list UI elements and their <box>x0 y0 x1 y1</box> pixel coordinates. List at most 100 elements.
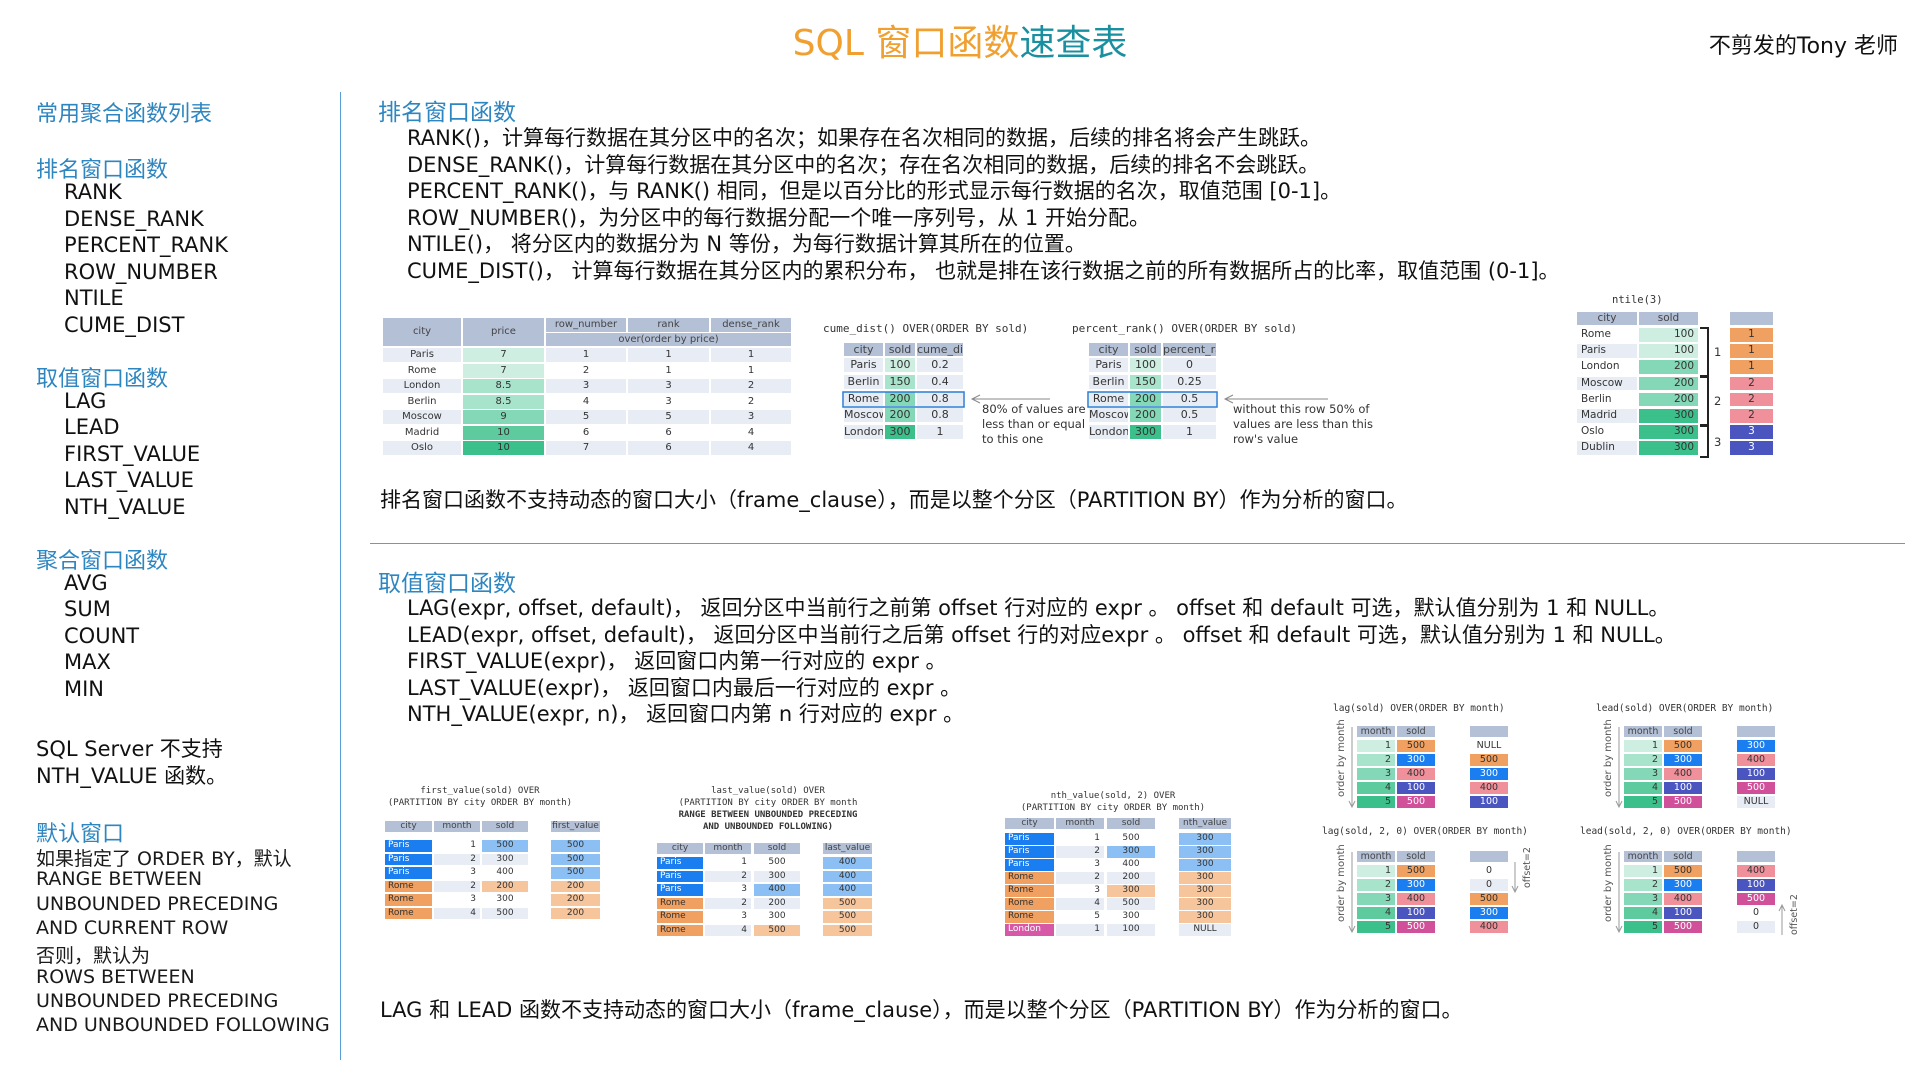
table-cell: Rome <box>657 897 703 909</box>
table-cell: Moscow <box>383 410 461 424</box>
table-cell: 1 <box>434 840 480 852</box>
table-cell: 300 <box>1179 885 1231 897</box>
table-header-cell <box>1737 851 1775 862</box>
table-title: RANGE BETWEEN UNBOUNDED PRECEDING <box>678 810 858 820</box>
table-cell: 2 <box>711 379 791 393</box>
table-cell: 500 <box>1470 754 1508 766</box>
table-cell: London <box>383 379 461 393</box>
table-header-cell: month <box>434 821 480 832</box>
table-cell: 200 <box>754 897 800 909</box>
sidebar-item: MIN <box>64 677 105 701</box>
table-cell: 4 <box>1357 782 1395 794</box>
table-cell: 1 <box>1056 924 1104 936</box>
value-description-line: FIRST_VALUE(expr)， 返回窗口内第一行对应的 expr 。 <box>407 649 947 674</box>
table-cell: 2 <box>1624 754 1662 766</box>
table-cell: 500 <box>1664 865 1702 877</box>
table-cell: Moscow <box>1089 408 1128 423</box>
table-cell: 500 <box>1664 796 1702 808</box>
table-cell: 300 <box>1179 872 1231 884</box>
table-cell: Paris <box>1005 859 1054 871</box>
table-cell: Moscow <box>1577 376 1637 391</box>
table-cell: 1 <box>711 348 791 362</box>
table-cell: 100 <box>1639 344 1698 358</box>
table-cell: 100 <box>1737 768 1775 780</box>
table-title: AND UNBOUNDED FOLLOWING) <box>702 822 834 832</box>
table-cell: 1 <box>628 348 709 362</box>
table-cell: 400 <box>1664 893 1702 905</box>
table-header-cell: city <box>385 821 432 832</box>
arrow-head-icon <box>1615 800 1623 809</box>
table-cell: Paris <box>385 840 432 852</box>
table-header-cell: city <box>1577 312 1637 325</box>
table-cell: 400 <box>1737 754 1775 766</box>
table-header-cell: sold <box>754 843 800 854</box>
table-cell: 500 <box>482 840 528 852</box>
ranking-description-line: NTILE()， 将分区内的数据分为 N 等份，为每行数据计算其所在的位置。 <box>407 232 1086 257</box>
table-cell: 3 <box>705 884 751 896</box>
table-cell: 300 <box>1107 885 1155 897</box>
table-cell: 3 <box>705 911 751 923</box>
table-cell: 200 <box>551 894 600 906</box>
sidebar-item: SUM <box>64 597 111 622</box>
arrow-head-icon <box>1615 925 1623 934</box>
arrow-head-icon <box>1348 925 1356 934</box>
sidebar-item: DENSE_RANK <box>64 206 204 231</box>
sidebar-item: RANK <box>64 180 122 204</box>
table-header-cell: sold <box>1664 726 1702 737</box>
table-cell: 300 <box>1470 907 1508 919</box>
table-cell: London <box>1005 924 1054 936</box>
table-cell: 300 <box>1107 911 1155 923</box>
table-cell: 2 <box>1056 872 1104 884</box>
table-cell: 0.8 <box>917 391 963 406</box>
table-cell: 500 <box>754 924 800 936</box>
table-cell: 500 <box>1737 782 1775 794</box>
table-cell: Paris <box>844 358 883 372</box>
table-title: (PARTITION BY city ORDER BY month <box>678 798 858 808</box>
table-cell: Rome <box>385 894 432 906</box>
table-title: ntile(3) <box>1612 294 1663 306</box>
table-cell: 300 <box>1179 846 1231 858</box>
bracket-icon <box>1700 327 1709 377</box>
table-cell: Berlin <box>1089 374 1128 389</box>
arrow-head-icon <box>1778 903 1786 912</box>
table-cell: 4 <box>711 441 791 455</box>
ranking-note: 排名窗口函数不支持动态的窗口大小（frame_clause），而是以整个分区（P… <box>380 488 1408 512</box>
sidebar-default-window-line: ROWS BETWEEN <box>36 965 195 988</box>
ntile-group-label: 3 <box>1714 435 1722 449</box>
table-cell: 300 <box>754 911 800 923</box>
bracket-icon <box>1700 376 1709 426</box>
table-cell: Rome <box>383 363 461 378</box>
table-cell: 8.5 <box>463 379 544 393</box>
table-cell: Rome <box>1005 911 1054 923</box>
table-cell: Rome <box>844 391 883 406</box>
table-cell: 0 <box>1737 907 1775 919</box>
table-cell: 300 <box>1179 911 1231 923</box>
table-cell: 1 <box>705 857 751 869</box>
sidebar-note-line: SQL Server 不支持 <box>36 737 223 761</box>
table-cell: 1 <box>1357 740 1395 752</box>
table-header-cell: month <box>705 843 751 854</box>
table-header-cell: sold <box>1130 343 1161 356</box>
table-cell: 500 <box>1107 833 1155 845</box>
table-cell: 3 <box>711 410 791 424</box>
table-header-cell: nth_value <box>1179 818 1231 829</box>
table-cell: 5 <box>1624 921 1662 933</box>
table-header-cell: rank <box>628 318 709 332</box>
table-cell: 5 <box>1056 911 1104 923</box>
sidebar-default-window-line: RANGE BETWEEN <box>36 868 203 891</box>
sidebar-heading-aggregate: 常用聚合函数列表 <box>36 102 213 127</box>
table-cell: 300 <box>1639 441 1698 455</box>
table-cell: 0.2 <box>917 358 963 372</box>
table-cell: Rome <box>1005 872 1054 884</box>
sidebar-default-window-line: 如果指定了 ORDER BY，默认 <box>36 848 292 870</box>
table-header-cell <box>1470 851 1508 862</box>
table-header-cell: price <box>463 318 544 346</box>
table-cell: 100 <box>1130 358 1161 372</box>
table-cell: 4 <box>711 425 791 440</box>
table-cell: 3 <box>1056 885 1104 897</box>
table-cell: 500 <box>551 840 600 852</box>
table-header-cell: sold <box>885 343 915 356</box>
ntile-group-label: 2 <box>1714 394 1722 408</box>
table-cell: 300 <box>1179 859 1231 871</box>
table-cell: 200 <box>1130 408 1161 423</box>
